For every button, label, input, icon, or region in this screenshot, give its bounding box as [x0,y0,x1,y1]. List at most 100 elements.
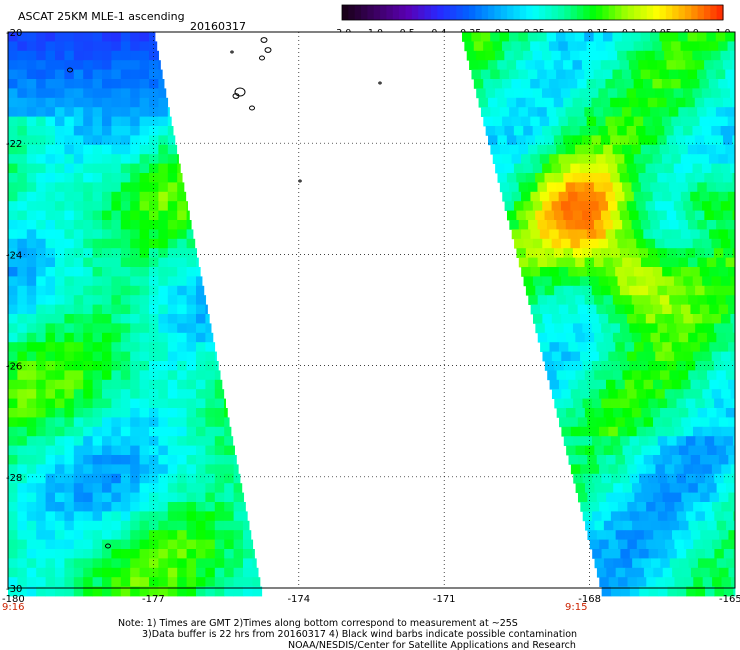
data-cell [224,586,234,597]
data-cell [596,229,607,240]
data-cell [556,332,567,343]
data-cell [120,342,131,352]
data-cell [8,389,18,399]
data-cell [733,473,736,484]
data-cell [527,32,538,42]
data-cell [678,408,689,418]
data-cell [573,436,583,446]
data-cell [177,370,187,381]
data-cell [130,530,140,540]
data-cell [615,267,625,277]
data-cell [111,107,122,117]
data-cell [614,41,625,52]
data-cell [158,182,169,193]
data-cell [624,79,635,89]
data-cell [625,567,635,578]
data-cell [683,539,694,550]
data-cell [55,173,65,183]
data-cell [702,539,713,550]
data-cell [45,50,56,61]
data-cell [528,144,538,155]
data-cell [664,351,675,362]
data-cell [102,426,112,437]
data-cell [64,445,75,456]
data-cell [629,135,639,146]
data-cell [730,577,736,587]
data-cell [111,389,122,399]
data-cell [167,455,178,465]
data-cell [499,107,510,117]
data-cell [83,530,93,540]
data-cell [205,483,216,493]
data-cell [149,41,158,52]
data-cell [671,304,682,315]
data-cell [149,60,159,70]
data-cell [718,304,729,315]
data-cell [660,445,670,456]
colorbar-cell [576,5,584,20]
data-cell [45,473,56,484]
data-cell [8,191,18,202]
data-cell [634,379,644,390]
data-cell [186,379,197,390]
data-cell [64,426,75,437]
data-cell [92,361,103,371]
data-cell [167,220,178,230]
data-cell [697,408,708,418]
data-cell [92,511,103,522]
data-cell [214,398,225,409]
data-cell [554,248,564,258]
data-cell [575,483,586,493]
data-cell [177,163,181,174]
data-cell [641,558,652,569]
data-cell [568,304,579,315]
data-cell [549,229,560,240]
data-cell [55,426,65,437]
data-cell [622,445,633,456]
data-cell [617,389,628,399]
data-cell [678,32,688,42]
data-cell [139,473,150,484]
data-cell [671,229,682,240]
data-cell [83,436,93,446]
data-cell [681,417,692,428]
data-cell [504,88,515,99]
data-cell [8,173,18,183]
data-cell [92,201,103,211]
data-cell [565,220,576,230]
data-cell [732,436,736,446]
data-cell [167,135,176,146]
data-cell [671,342,682,352]
data-cell [708,41,719,52]
data-cell [579,276,590,287]
data-cell [102,201,112,211]
data-cell [177,398,187,409]
data-cell [83,342,93,352]
data-cell [17,323,28,334]
data-cell [577,342,588,352]
data-cell [139,116,150,127]
data-cell [572,173,583,183]
data-cell [167,351,178,362]
data-cell [36,285,46,296]
data-cell [196,464,206,475]
data-cell [695,586,706,597]
data-cell [610,60,620,70]
data-cell [513,50,524,61]
data-cell [36,173,46,183]
data-cell [492,41,503,52]
data-cell [111,285,122,296]
longitude-label: -168 [578,594,601,605]
data-cell [647,173,658,183]
note-line-2: 3)Data buffer is 22 hrs from 20160317 4)… [142,629,577,640]
data-cell [120,436,131,446]
data-cell [149,539,159,550]
data-cell [55,285,65,296]
data-cell [657,549,668,559]
data-cell [149,238,159,249]
data-cell [711,464,722,475]
data-cell [549,154,559,164]
data-cell [45,408,56,418]
data-cell [83,370,93,381]
data-cell [205,342,216,352]
